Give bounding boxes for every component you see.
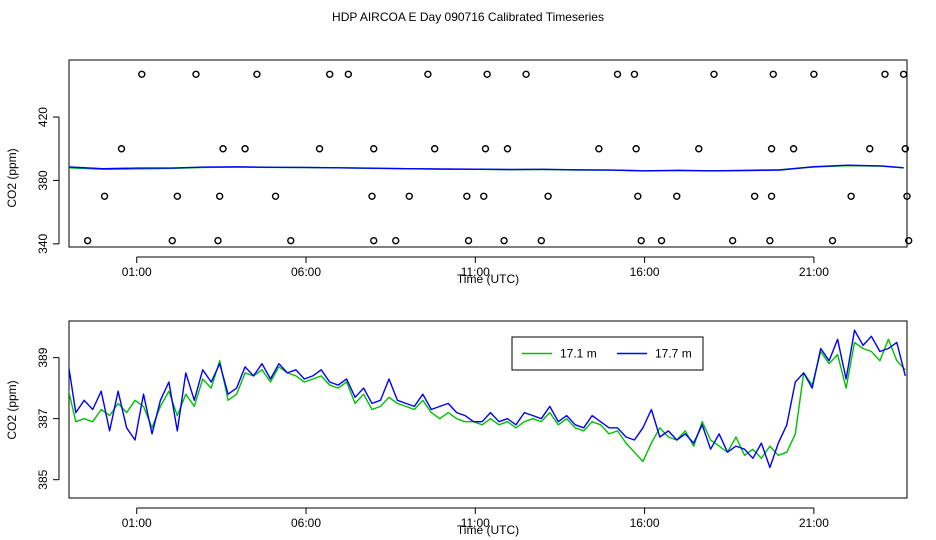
plot-frame — [68, 320, 908, 499]
y-axis-label: CO2 (ppm) — [5, 148, 19, 207]
data-point — [904, 236, 913, 245]
data-point — [828, 236, 837, 245]
y-tick-label: 340 — [36, 233, 50, 253]
series-line-17-7-m — [69, 329, 906, 469]
data-point — [769, 70, 777, 78]
x-tick-label: 21:00 — [799, 265, 829, 279]
data-point — [368, 192, 376, 200]
y-axis-label: CO2 (ppm) — [5, 380, 19, 439]
data-point — [214, 236, 222, 245]
x-tick-label: 01:00 — [122, 516, 152, 530]
data-point — [241, 145, 249, 153]
legend: 17.1 m 17.7 m — [511, 336, 704, 371]
data-point — [424, 70, 432, 78]
data-point — [632, 145, 640, 153]
data-layer — [69, 329, 906, 469]
data-point — [370, 145, 378, 153]
data-point — [405, 192, 413, 200]
data-point — [326, 70, 334, 78]
data-point — [392, 236, 400, 245]
x-tick-label: 01:00 — [122, 265, 152, 279]
data-point — [219, 145, 227, 153]
data-point — [483, 70, 491, 78]
data-point — [767, 192, 776, 200]
series-line-17-1-m — [69, 338, 906, 463]
data-point — [173, 192, 182, 200]
data-point — [810, 70, 818, 78]
data-point — [481, 145, 490, 153]
data-point — [100, 192, 109, 200]
x-tick-label: 11:00 — [461, 265, 490, 279]
data-point — [767, 145, 776, 153]
x-axis-label: Time (UTC) — [457, 523, 519, 537]
data-point — [430, 145, 439, 153]
data-point — [630, 70, 639, 78]
figure-title: HDP AIRCOA E Day 090716 Calibrated Times… — [332, 10, 604, 24]
data-point — [138, 70, 146, 78]
data-point — [728, 236, 737, 245]
data-point — [634, 192, 642, 200]
data-layer — [69, 164, 904, 172]
bottom-panel: 01:00 06:00 11:00 16:00 21:00 Time (UTC) 385 38… — [5, 320, 908, 537]
x-tick-label: 16:00 — [630, 265, 660, 279]
data-point — [370, 236, 378, 245]
data-point — [344, 70, 353, 78]
data-point — [500, 236, 508, 245]
data-point — [503, 145, 512, 153]
data-point — [766, 236, 774, 245]
data-point — [537, 236, 546, 245]
data-point — [463, 192, 471, 200]
data-point — [695, 145, 703, 153]
plot-frame — [68, 59, 908, 248]
data-point — [866, 145, 874, 153]
y-tick-label: 389 — [36, 347, 50, 367]
data-point — [253, 70, 261, 78]
data-point — [657, 236, 666, 245]
data-point — [544, 192, 552, 200]
data-point — [315, 145, 324, 153]
legend-label: 17.7 m — [655, 347, 692, 361]
data-point — [464, 236, 473, 245]
y-tick-label: 385 — [36, 469, 50, 489]
data-point — [881, 70, 889, 78]
data-point — [903, 192, 911, 200]
data-point — [287, 236, 295, 245]
data-point — [192, 70, 200, 78]
x-tick-label: 21:00 — [799, 516, 829, 530]
data-point — [901, 145, 910, 153]
y-tick-label: 380 — [36, 170, 50, 190]
data-point — [637, 236, 645, 245]
data-point — [117, 145, 126, 153]
data-point — [710, 70, 718, 78]
x-tick-label: 11:00 — [461, 516, 490, 530]
data-point — [168, 236, 176, 245]
data-point — [673, 192, 681, 200]
data-point — [215, 192, 224, 200]
data-point — [750, 192, 759, 200]
data-point — [522, 70, 530, 78]
y-tick-label: 420 — [36, 107, 50, 127]
legend-label: 17.1 m — [560, 347, 597, 361]
top-panel: 01:00 06:00 11:00 16:00 21:00 Time (UTC) 340 38… — [5, 59, 913, 286]
blue-series-line — [69, 164, 904, 172]
x-tick-label: 06:00 — [291, 265, 321, 279]
y-tick-label: 387 — [36, 408, 50, 428]
x-axis-label: Time (UTC) — [457, 272, 519, 286]
data-point — [480, 192, 488, 200]
data-point — [271, 192, 280, 200]
data-point — [613, 70, 622, 78]
data-point — [83, 236, 92, 245]
data-point — [595, 145, 603, 153]
data-point — [899, 70, 908, 78]
data-point — [789, 145, 798, 153]
x-tick-label: 06:00 — [291, 516, 321, 530]
x-tick-label: 16:00 — [630, 516, 660, 530]
data-point — [847, 192, 855, 200]
